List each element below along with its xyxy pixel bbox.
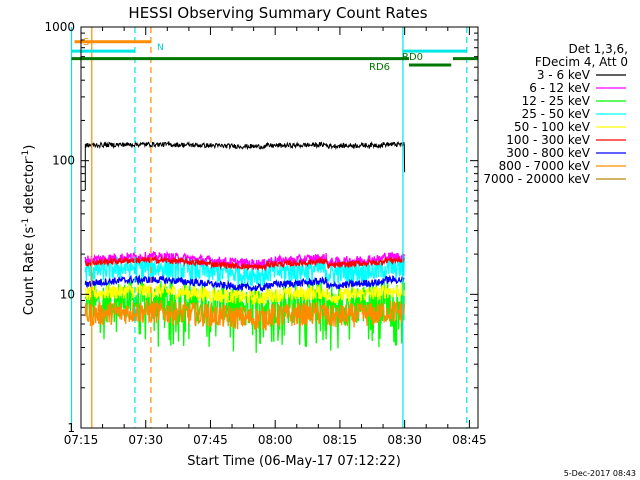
flag-bars	[71, 40, 478, 67]
footer-date: 5-Dec-2017 08:43	[564, 469, 636, 478]
saa-label: S	[83, 37, 89, 48]
chart-title: HESSI Observing Summary Count Rates	[128, 4, 427, 22]
x-tick-label: 08:15	[323, 433, 358, 447]
axis-ticks: 07:15 07:30 07:45 08:00 08:15 08:30 08:45 1 10 10…	[44, 20, 486, 447]
series-lines	[84, 140, 406, 353]
x-tick-label: 08:00	[258, 433, 293, 447]
series-line	[84, 140, 406, 191]
y-tick-label: 1000	[44, 20, 75, 34]
series-line	[84, 255, 405, 272]
series-line	[84, 300, 405, 331]
x-axis-label: Start Time (06-May-17 07:12:22)	[187, 454, 401, 469]
y-axis-label: Count Rate (s-1 detector-1)	[21, 145, 37, 316]
x-tick-label: 08:45	[452, 433, 487, 447]
legend-label: 3 - 6 keV	[537, 68, 591, 82]
series-line	[84, 282, 405, 305]
y-tick-label: 1	[67, 421, 75, 435]
legend-label: 800 - 7000 keV	[499, 159, 591, 173]
legend-header-2: FDecim 4, Att 0	[535, 55, 628, 69]
legend-label: 25 - 50 keV	[522, 107, 591, 121]
x-tick-label: 08:30	[387, 433, 422, 447]
legend-label: 300 - 800 keV	[506, 146, 590, 160]
x-tick-label: 07:15	[64, 433, 99, 447]
legend-header-1: Det 1,3,6,	[569, 42, 629, 56]
vertical-markers	[70, 27, 468, 428]
legend-label: 50 - 100 keV	[514, 120, 591, 134]
plot-frame	[80, 26, 479, 429]
legend-label: 7000 - 20000 keV	[483, 172, 590, 186]
x-tick-label: 07:45	[193, 433, 228, 447]
legend-label: 12 - 25 keV	[522, 94, 591, 108]
legend-label: 6 - 12 keV	[529, 81, 591, 95]
series-line	[84, 274, 405, 292]
night-label: N	[157, 43, 164, 53]
y-tick-label: 10	[60, 287, 75, 301]
rd6-label: RD6	[369, 62, 390, 73]
legend-label: 100 - 300 keV	[506, 133, 590, 147]
y-tick-label: 100	[52, 154, 75, 168]
rd0-label: RD0	[402, 52, 423, 63]
x-tick-label: 07:30	[128, 433, 163, 447]
